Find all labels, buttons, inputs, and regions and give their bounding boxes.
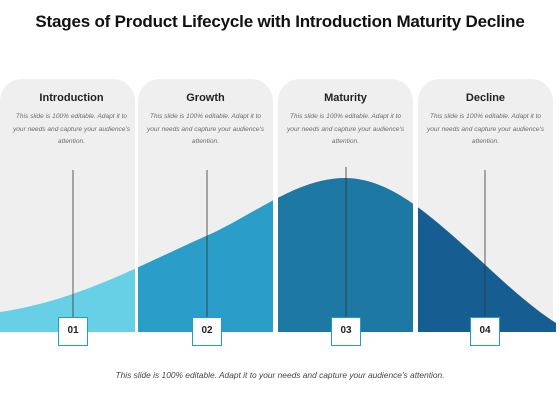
stage-text-decline: This slide is 100% editable. Adapt it to… bbox=[426, 113, 545, 145]
curve-segment-introduction bbox=[0, 178, 135, 332]
curve-segment-growth bbox=[138, 178, 273, 332]
stage-number-02: 02 bbox=[192, 317, 222, 346]
stage-text-introduction: This slide is 100% editable. Adapt it to… bbox=[12, 113, 131, 145]
stage-number-03: 03 bbox=[331, 317, 361, 346]
slide-title: Stages of Product Lifecycle with Introdu… bbox=[35, 12, 525, 31]
stage-number-04: 04 bbox=[470, 317, 500, 346]
curve-segment-maturity bbox=[278, 178, 413, 332]
footer-note: This slide is 100% editable. Adapt it to… bbox=[115, 370, 445, 380]
stage-number-01: 01 bbox=[58, 317, 88, 346]
stage-heading-growth: Growth bbox=[186, 92, 225, 104]
stage-text-maturity: This slide is 100% editable. Adapt it to… bbox=[286, 113, 405, 145]
stage-heading-decline: Decline bbox=[465, 92, 506, 104]
stage-heading-introduction: Introduction bbox=[39, 92, 104, 104]
stage-heading-maturity: Maturity bbox=[324, 92, 367, 104]
curve-segment-decline bbox=[418, 178, 556, 332]
stage-text-growth: This slide is 100% editable. Adapt it to… bbox=[146, 113, 265, 145]
